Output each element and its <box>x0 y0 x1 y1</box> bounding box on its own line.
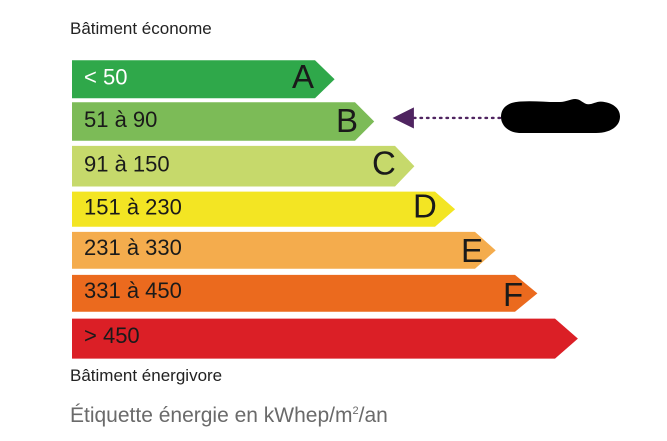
svg-text:91 à 150: 91 à 150 <box>84 152 170 177</box>
svg-text:51 à 90: 51 à 90 <box>84 107 157 132</box>
svg-text:D: D <box>413 188 437 225</box>
svg-text:F: F <box>503 276 523 313</box>
svg-text:151 à 230: 151 à 230 <box>84 195 182 220</box>
svg-text:231 à 330: 231 à 330 <box>84 235 182 260</box>
svg-text:331 à 450: 331 à 450 <box>84 278 182 303</box>
svg-text:< 50: < 50 <box>84 65 127 90</box>
svg-text:E: E <box>461 232 483 269</box>
svg-text:A: A <box>292 58 314 95</box>
svg-text:B: B <box>336 102 358 139</box>
svg-text:> 450: > 450 <box>84 323 140 348</box>
svg-text:C: C <box>372 145 396 182</box>
